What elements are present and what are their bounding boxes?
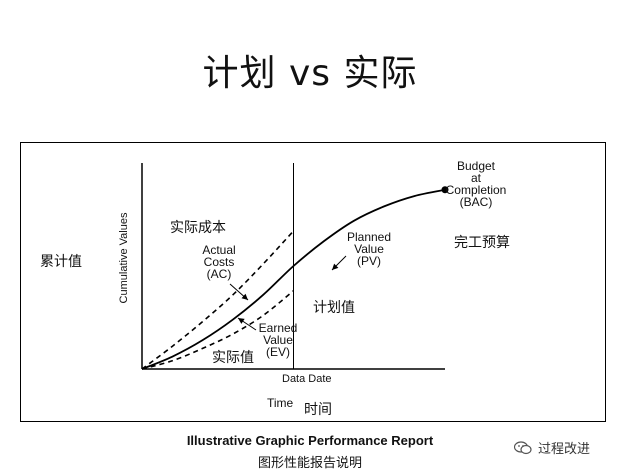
bac-point: [441, 186, 449, 194]
planned-value-line-2: Value: [354, 242, 384, 256]
bac-cn-label: 完工预算: [454, 235, 510, 251]
planned-value-line-3: (PV): [357, 254, 381, 268]
earned-value-line-3: (EV): [266, 345, 290, 359]
actual-costs-arrow: [229, 283, 249, 301]
caption-chinese: 图形性能报告说明: [257, 456, 362, 471]
earned-value-label: Earned Value (EV): [253, 322, 303, 358]
actual-cost-cn-label: 实际成本: [170, 220, 226, 236]
planned-value-cn-label: 计划值: [313, 300, 355, 316]
planned-value-line-1: Planned: [346, 230, 392, 244]
data-date-label: Data Date: [282, 373, 332, 385]
x-axis-label: Time: [267, 396, 294, 410]
watermark: 过程改进: [514, 438, 590, 457]
actual-costs-line-1: Actual: [202, 243, 236, 257]
actual-costs-label: Actual Costs (AC): [197, 244, 241, 280]
slide-title: 计划 vs 实际: [202, 53, 418, 94]
earned-value-line-1: Earned: [258, 321, 298, 335]
actual-costs-line-2: Costs: [203, 255, 235, 269]
bac-line-1: Budget: [456, 159, 496, 173]
bac-line-4: (BAC): [459, 195, 493, 209]
watermark-text: 过程改进: [538, 442, 591, 457]
earned-value-arrow: [237, 317, 257, 331]
planned-value-label: Planned Value (PV): [341, 231, 397, 267]
bac-label: Budget at Completion (BAC): [443, 160, 509, 208]
earned-value-line: [141, 290, 295, 370]
caption-english: Illustrative Graphic Performance Report: [186, 433, 434, 448]
earned-value-cn-label: 实际值: [212, 350, 254, 366]
cumulative-cn-label: 累计值: [40, 254, 82, 270]
chart-frame: [20, 142, 606, 422]
bac-line-2: at: [470, 171, 481, 185]
actual-costs-line-3: (AC): [206, 267, 232, 281]
bac-line-3: Completion: [445, 183, 507, 197]
planned-value-line: [141, 188, 446, 370]
actual-costs-line: [141, 230, 295, 370]
wechat-icon: [514, 440, 532, 454]
planned-value-arrow: [331, 255, 347, 271]
y-axis-label: Cumulative Values: [118, 212, 130, 304]
earned-value-line-2: Value: [263, 333, 293, 347]
time-cn-label: 时间: [304, 402, 332, 418]
